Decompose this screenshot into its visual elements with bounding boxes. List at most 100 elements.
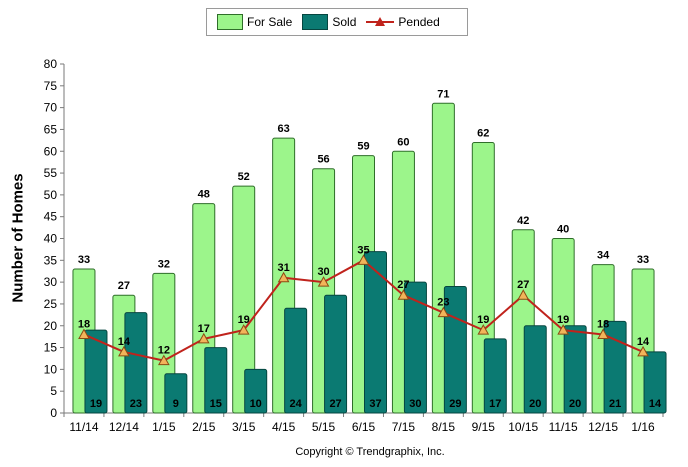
x-tick-label: 4/15 [272,420,296,434]
bar-for-sale [232,185,256,414]
legend-line-pended [366,14,395,30]
x-tick-label: 3/15 [232,420,256,434]
legend-label-sold: Sold [332,15,357,29]
data-label-pended: 18 [78,318,90,330]
point-pended [397,289,410,300]
point-pended [637,345,649,357]
data-label-pended: 35 [357,244,369,256]
point-pended [78,328,90,339]
data-label-pended: 19 [238,314,250,326]
data-label-sold: 29 [449,398,461,410]
x-tick-label: 11/15 [549,420,578,434]
point-pended [157,354,170,366]
bar-sold [364,251,387,414]
bar-sold [324,294,348,414]
x-tick-label: 9/15 [472,420,496,434]
data-label-sold: 30 [409,398,421,410]
data-label-for-sale: 42 [517,215,529,227]
data-label-for-sale: 62 [477,128,489,140]
data-label-for-sale: 63 [278,123,290,135]
data-label-pended: 12 [158,345,170,357]
bar-sold [124,312,148,414]
y-tick-label: 60 [44,144,58,158]
x-tick-label: 6/15 [352,420,376,434]
data-label-for-sale: 32 [158,258,170,270]
x-tick-label: 5/15 [312,420,336,434]
bar-sold [563,325,587,414]
data-label-for-sale: 52 [238,171,250,183]
legend-swatch-for-sale [217,14,243,30]
x-tick-label: 12/14 [109,420,139,434]
data-label-sold: 20 [529,398,541,410]
data-label-for-sale: 60 [397,136,409,148]
y-tick-label: 25 [44,297,58,311]
data-label-pended: 19 [557,314,569,326]
legend: For Sale Sold Pended [206,8,468,36]
point-pended [517,289,530,300]
legend-item-pended: Pended [366,14,440,30]
data-label-sold: 14 [649,398,662,410]
data-label-for-sale: 48 [198,189,210,201]
x-tick-label: 10/15 [508,420,538,434]
legend-label-for-sale: For Sale [247,15,293,29]
legend-swatch-sold [302,14,329,30]
data-label-pended: 23 [437,297,449,309]
data-label-for-sale: 27 [118,280,130,292]
point-pended [437,306,450,318]
data-label-sold: 19 [90,398,102,410]
bar-sold [443,285,467,414]
x-tick-label: 7/15 [392,420,416,434]
bar-sold [204,347,228,414]
y-tick-label: 0 [50,406,57,420]
bar-sold [403,281,427,414]
point-pended [477,324,490,335]
data-label-sold: 15 [210,398,222,410]
data-label-pended: 27 [397,279,409,291]
y-axis-title: Number of Homes [9,173,27,303]
y-tick-label: 30 [44,275,58,289]
point-pended [597,328,609,339]
y-tick-label: 45 [44,210,58,224]
data-label-sold: 23 [130,398,142,410]
point-pended [357,254,370,265]
bar-sold [523,325,547,414]
x-tick-label: 8/15 [432,420,456,434]
point-pended [317,276,330,287]
data-label-pended: 27 [517,279,529,291]
y-tick-label: 15 [44,341,58,355]
data-label-for-sale: 56 [317,154,329,166]
point-pended [118,345,130,357]
y-tick-label: 5 [50,384,57,398]
data-label-sold: 27 [329,398,341,410]
y-tick-label: 70 [44,101,58,115]
data-label-sold: 37 [369,398,381,410]
data-label-pended: 18 [597,318,609,330]
y-tick-label: 10 [44,362,58,376]
copyright-text: Copyright © Trendgraphix, Inc. [295,446,445,458]
data-label-sold: 24 [290,398,303,410]
bar-sold [284,307,308,414]
point-pended [237,324,250,335]
bar-sold [483,338,507,414]
data-label-pended: 19 [477,314,489,326]
bar-sold [603,320,627,414]
y-tick-label: 20 [44,319,58,333]
y-tick-label: 55 [44,166,58,180]
bar-sold [643,351,667,414]
data-label-sold: 20 [569,398,581,410]
x-tick-label: 11/14 [69,420,98,434]
point-pended [557,324,570,335]
y-tick-label: 65 [44,122,58,136]
data-label-for-sale: 33 [637,254,649,266]
x-tick-label: 2/15 [192,420,216,434]
data-label-sold: 17 [489,398,501,410]
data-label-sold: 10 [250,398,262,410]
data-label-pended: 17 [198,323,210,335]
data-label-sold: 21 [609,398,621,410]
y-tick-label: 40 [44,232,58,246]
data-label-sold: 9 [173,398,179,410]
x-tick-label: 12/15 [588,420,618,434]
y-tick-label: 75 [44,79,58,93]
x-tick-label: 1/15 [152,420,176,434]
